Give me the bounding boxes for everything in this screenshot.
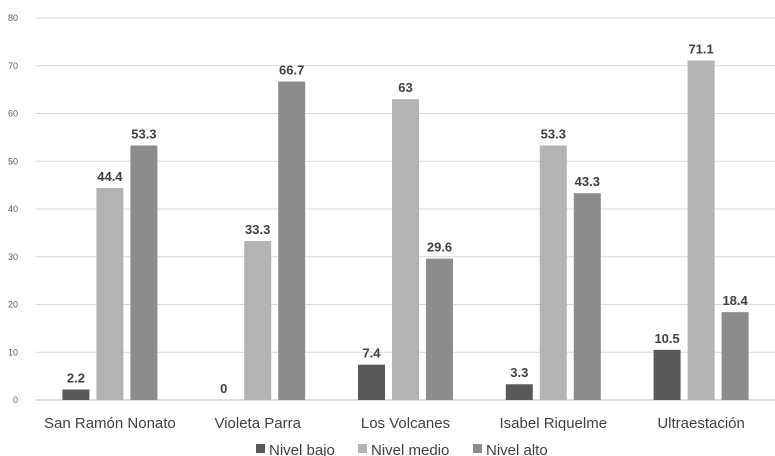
y-tick-label: 30 <box>8 252 18 262</box>
data-label: 66.7 <box>279 63 304 78</box>
y-tick-label: 10 <box>8 347 18 357</box>
bar-nivel-bajo <box>653 349 681 400</box>
x-axis-categories: San Ramón Nonato Violeta Parra Los Volcane… <box>44 415 745 432</box>
legend-swatch <box>358 444 367 453</box>
category-label: Violeta Parra <box>214 415 301 432</box>
bar-nivel-alto <box>130 145 158 400</box>
data-label: 71.1 <box>688 41 713 56</box>
y-tick-label: 70 <box>8 61 18 71</box>
y-tick-label: 80 <box>8 13 18 23</box>
data-label: 10.5 <box>654 331 679 346</box>
y-axis-ticks: 0 10 20 30 40 50 60 70 80 <box>8 13 18 405</box>
data-label: 29.6 <box>427 240 452 255</box>
legend: Nivel bajo Nivel medio Nivel alto <box>256 442 548 456</box>
category-label: San Ramón Nonato <box>44 415 176 432</box>
data-labels: 2.2 44.4 53.3 0 33.3 66.7 7.4 63 29.6 3.3 53.3 43.3… <box>67 41 749 396</box>
data-label: 2.2 <box>67 370 85 385</box>
bar-nivel-alto <box>278 81 306 400</box>
bar-nivel-medio <box>96 187 124 400</box>
legend-swatch <box>256 444 265 453</box>
bar-nivel-bajo <box>358 364 385 400</box>
data-label: 44.4 <box>97 169 123 184</box>
bar-nivel-medio <box>244 240 272 400</box>
bar-nivel-bajo <box>62 389 90 400</box>
legend-label: Nivel alto <box>486 442 548 456</box>
category-label: Ultraestación <box>657 415 745 432</box>
legend-swatch <box>473 444 482 453</box>
bar-nivel-alto <box>426 258 453 400</box>
data-label: 33.3 <box>245 222 270 237</box>
y-tick-label: 20 <box>8 300 18 310</box>
bar-nivel-medio <box>687 60 715 401</box>
y-tick-label: 40 <box>8 204 18 214</box>
bar-nivel-bajo <box>505 384 533 400</box>
legend-label: Nivel medio <box>371 442 449 456</box>
bars <box>62 60 749 401</box>
data-label: 53.3 <box>131 126 156 141</box>
category-label: Los Volcanes <box>361 415 450 432</box>
data-label: 63 <box>398 80 412 95</box>
category-label: Isabel Riquelme <box>500 415 608 432</box>
legend-label: Nivel bajo <box>269 442 335 456</box>
y-tick-label: 0 <box>13 395 18 405</box>
data-label: 3.3 <box>510 365 528 380</box>
data-label: 0 <box>220 381 227 396</box>
bar-nivel-medio <box>539 145 567 400</box>
data-label: 43.3 <box>575 174 600 189</box>
data-label: 7.4 <box>362 346 381 361</box>
y-tick-label: 60 <box>8 109 18 119</box>
data-label: 53.3 <box>541 126 566 141</box>
data-label: 18.4 <box>722 293 748 308</box>
bar-nivel-alto <box>721 312 749 400</box>
bar-nivel-alto <box>573 193 601 400</box>
bar-nivel-medio <box>392 99 419 401</box>
y-tick-label: 50 <box>8 156 18 166</box>
